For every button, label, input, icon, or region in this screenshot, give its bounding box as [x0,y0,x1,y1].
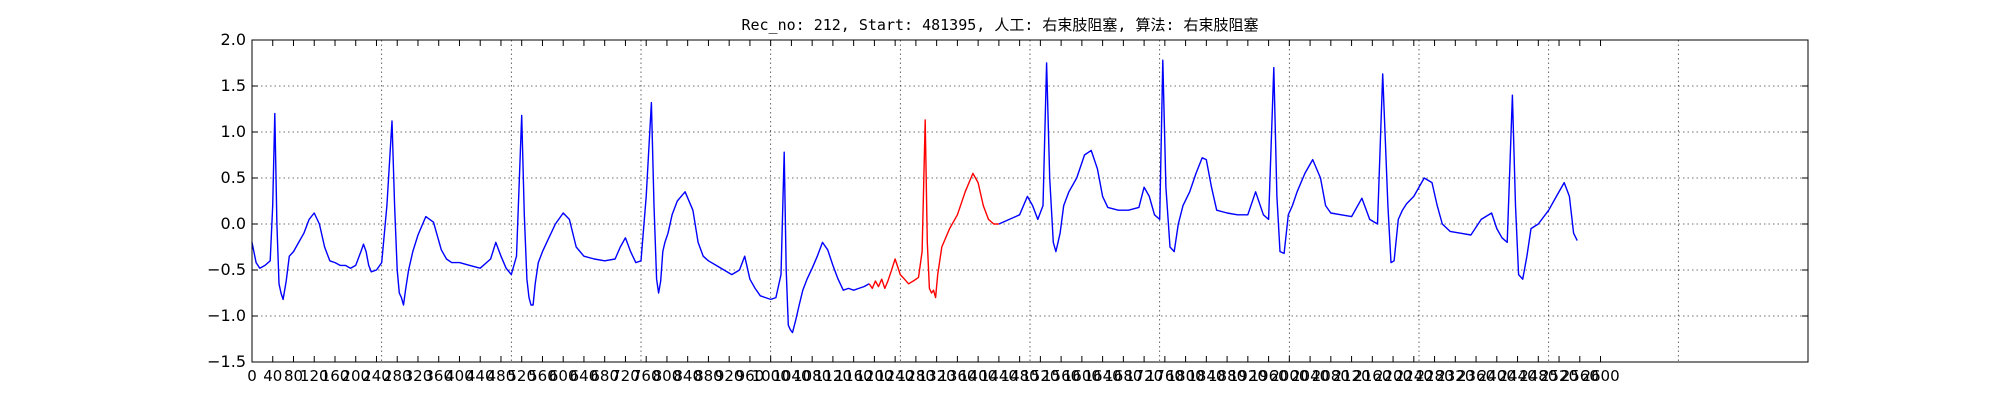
x-tick-label-3: 120 [300,367,329,385]
x-tick-label-60: 2400 [1478,367,1516,385]
x-tick-label-11: 440 [466,367,495,385]
x-tick-label-47: 1880 [1208,367,1246,385]
x-tick-label-39: 1560 [1042,367,1080,385]
x-tick-label-13: 520 [507,367,536,385]
x-tick-label-62: 2480 [1519,367,1557,385]
x-tick-label-50: 2000 [1270,367,1308,385]
series-line-1 [868,119,999,299]
x-tick-label-21: 840 [673,367,702,385]
x-tick-label-18: 720 [611,367,640,385]
x-tick-label-12: 480 [487,367,516,385]
series-line-0 [251,101,870,334]
x-tick-label-55: 2200 [1374,367,1412,385]
x-tick-label-52: 2080 [1312,367,1350,385]
x-tick-label-42: 1680 [1104,367,1142,385]
x-tick-label-27: 1080 [793,367,831,385]
x-tick-label-7: 280 [383,367,412,385]
x-tick-label-24: 960 [736,367,765,385]
x-tick-label-43: 1720 [1125,367,1163,385]
x-tick-label-54: 2160 [1353,367,1391,385]
x-tick-label-9: 360 [424,367,453,385]
x-tick-label-22: 880 [694,367,723,385]
x-tick-label-6: 240 [362,367,391,385]
x-tick-label-23: 920 [715,367,744,385]
x-tick-label-35: 1400 [959,367,997,385]
y-axis: −1.5 −1.0 −0.5 0.0 0.5 1.0 1.5 2.0 [207,30,1808,371]
series-line-2 [998,59,1578,280]
x-tick-label-41: 1640 [1084,367,1122,385]
x-tick-label-53: 2120 [1332,367,1370,385]
x-tick-label-31: 1240 [876,367,914,385]
x-tick-label-16: 640 [570,367,599,385]
x-tick-label-17: 680 [590,367,619,385]
x-tick-label-15: 600 [549,367,578,385]
y-tick-label-7: 2.0 [221,30,246,49]
x-tick-label-56: 2240 [1395,367,1433,385]
x-tick-label-0: 0 [247,367,257,385]
plot-frame [251,39,1809,363]
x-tick-label-45: 1800 [1167,367,1205,385]
x-tick-label-14: 560 [528,367,557,385]
x-tick-label-2: 80 [284,367,303,385]
x-tick-label-10: 400 [445,367,474,385]
y-tick-label-0: −1.5 [207,352,246,371]
x-tick-label-5: 200 [341,367,370,385]
x-tick-label-34: 1360 [938,367,976,385]
x-axis: 0 40 8012016020024028032036040044048052056… [247,40,1620,385]
chart-title: Rec_no: 212, Start: 481395, 人工: 右束肢阻塞, 算… [741,16,1258,34]
x-tick-label-40: 1600 [1063,367,1101,385]
x-tick-label-20: 800 [653,367,682,385]
x-tick-label-48: 1920 [1229,367,1267,385]
x-tick-label-61: 2440 [1498,367,1536,385]
x-tick-label-51: 2040 [1291,367,1329,385]
x-tick-label-28: 1120 [814,367,852,385]
x-tick-label-30: 1200 [855,367,893,385]
x-tick-label-46: 1840 [1187,367,1225,385]
y-tick-label-6: 1.5 [221,76,246,95]
y-tick-label-1: −1.0 [207,306,246,325]
x-tick-label-59: 2360 [1457,367,1495,385]
x-tick-label-1: 40 [263,367,282,385]
x-tick-label-19: 760 [632,367,661,385]
x-tick-label-37: 1480 [1001,367,1039,385]
y-tick-label-2: −0.5 [207,260,246,279]
x-tick-label-26: 1040 [772,367,810,385]
x-tick-label-65: 2600 [1581,367,1619,385]
x-tick-label-57: 2280 [1415,367,1453,385]
x-tick-label-25: 1000 [752,367,790,385]
x-tick-label-49: 1960 [1249,367,1287,385]
x-tick-label-38: 1520 [1021,367,1059,385]
x-tick-label-33: 1320 [918,367,956,385]
x-tick-label-4: 160 [321,367,350,385]
x-tick-label-58: 2320 [1436,367,1474,385]
x-tick-label-36: 1440 [980,367,1018,385]
y-tick-label-3: 0.0 [221,214,246,233]
y-tick-label-5: 1.0 [221,122,246,141]
x-tick-label-32: 1280 [897,367,935,385]
x-tick-label-8: 320 [404,367,433,385]
plot-series [251,59,1578,334]
x-tick-label-29: 1160 [835,367,873,385]
x-tick-label-63: 2520 [1540,367,1578,385]
x-tick-label-44: 1760 [1146,367,1184,385]
x-tick-label-64: 2560 [1561,367,1599,385]
y-tick-label-4: 0.5 [221,168,246,187]
